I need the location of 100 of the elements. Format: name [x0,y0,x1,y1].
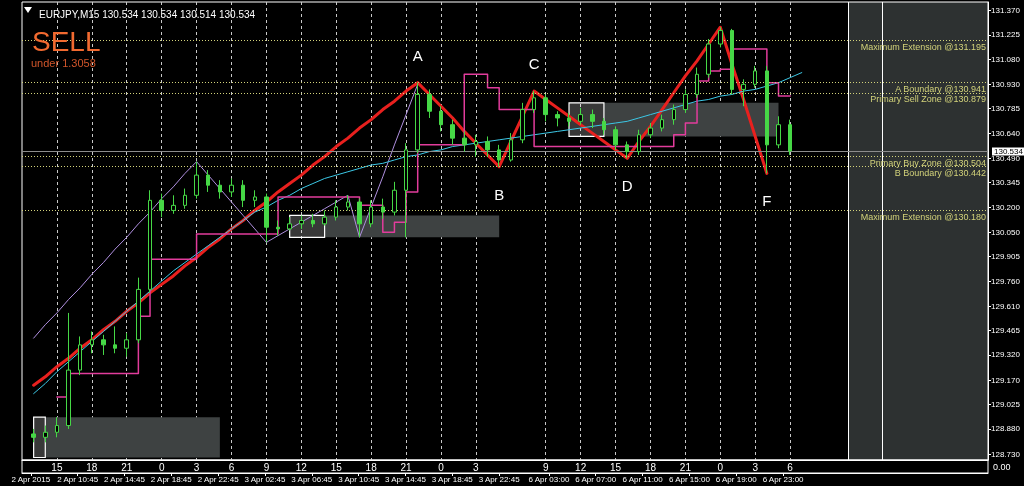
category-label: 6 Apr 03:00 [528,474,570,484]
candlestick [415,82,420,154]
candlestick [276,220,280,237]
y-tick-label: 130.345 [991,178,1021,188]
category-label: 3 Apr 22:45 [478,474,521,484]
candlestick [66,312,71,430]
y-tick-label: 130.200 [991,202,1021,212]
annotation: SELL [32,25,101,57]
category-label: 3 Apr 18:45 [431,474,474,484]
x-tick-label: 21 [121,461,133,473]
x-tick-label: 6 [228,461,235,473]
category-label: 2 Apr 22:45 [197,474,240,484]
category-label: 6 Apr 07:00 [575,474,617,484]
candlestick [590,109,595,129]
x-tick-label: 18 [644,461,657,473]
candlestick [741,78,746,107]
candlestick [543,93,548,122]
candlestick [520,102,525,144]
candlestick [660,114,664,132]
candlestick [148,189,152,294]
y-tick-label: 128.730 [991,449,1021,459]
annotation: under 1.3058 [31,56,96,69]
x-tick-label: 9 [542,461,549,473]
candlestick [450,119,455,146]
candlestick [78,335,82,376]
data-label: D [621,177,633,195]
candlestick [439,105,443,132]
candlestick [183,188,187,210]
candlestick [159,193,164,218]
y-tick-label: 130.050 [991,227,1021,237]
candlestick [625,141,629,159]
candlestick [776,115,781,149]
x-tick-label: 3 [193,461,200,473]
candlestick [648,122,653,139]
candlestick [753,65,757,89]
candlestick [113,325,117,354]
x-tick-label: 0 [717,461,724,473]
category-label: 6 Apr 11:00 [622,474,664,484]
line-series [33,83,419,339]
candlestick [253,189,257,208]
candlestick [299,214,304,230]
y-tick-label: 129.320 [991,350,1021,360]
candlestick [311,213,315,228]
text: 0.00 [993,461,1011,472]
candlestick [322,209,327,227]
y-tick-label: 129.760 [991,276,1021,286]
data-label: A [412,46,423,64]
x-tick-label: 15 [610,461,622,473]
category-label: 6 Apr 19:00 [715,474,758,484]
x-tick-label: 21 [400,461,413,473]
category-label: 6 Apr 15:00 [668,474,711,484]
candlestick [765,65,769,174]
text: EURJPY,M15 130.534 130.534 130.514 130.534 [39,8,256,20]
candlestick [101,334,106,356]
category-label: 2 Apr 2015 [11,474,51,484]
category-label: 2 Apr 14:45 [103,474,146,484]
ref-line-label: B Boundary @130.442 [894,168,986,179]
category-label: 2 Apr 10:45 [57,474,99,484]
candlestick [462,130,467,153]
data-label: F [762,192,772,210]
candlestick [31,428,36,443]
candlestick [532,90,536,114]
candlestick [683,88,688,114]
y-tick-label: 128.880 [991,424,1021,434]
x-tick-label: 18 [365,461,378,473]
candlestick [485,135,490,158]
y-tick-label: 130.785 [991,104,1021,114]
candlestick [578,107,583,126]
x-tick-label: 9 [263,461,270,473]
x-tick-label: 15 [330,461,343,473]
candlestick [369,199,373,228]
candlestick [695,67,699,99]
candlestick [171,194,176,215]
candlestick [206,169,210,193]
candlestick [346,194,350,211]
candlestick [392,181,397,216]
y-tick-label: 131.225 [991,30,1021,40]
y-tick-label: 131.370 [991,5,1021,15]
category-label: 2 Apr 18:45 [150,474,193,484]
category-label: 3 Apr 10:45 [338,474,380,484]
candlestick [136,277,141,344]
x-tick-label: 0 [438,461,445,473]
candlestick [509,132,513,163]
x-tick-label: 6 [787,461,794,473]
candlestick [730,28,734,95]
candlestick [637,129,641,156]
y-tick-label: 130.930 [991,79,1021,89]
candlestick [287,216,292,232]
y-tick-label: 129.170 [991,375,1021,385]
category-label: 3 Apr 06:45 [291,474,333,484]
x-tick-label: 12 [295,461,308,473]
candlestick [90,330,94,354]
candlestick [381,198,385,220]
y-tick-label: 129.610 [991,301,1021,311]
x-tick-label: 18 [86,461,98,473]
candlestick [474,134,478,158]
candlestick [497,144,501,168]
candlestick [194,161,199,200]
y-tick-label: 130.640 [991,128,1021,138]
candlestick [718,26,723,48]
